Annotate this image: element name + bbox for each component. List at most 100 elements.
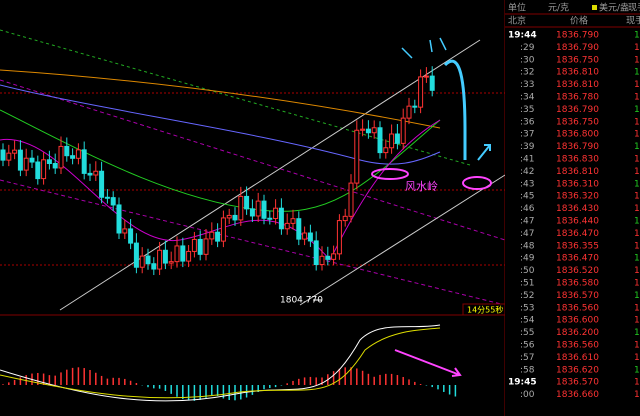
header-cell: 美元/盎 [599,2,629,14]
tick-price: 1836.430 [556,204,599,214]
macd-line [0,324,441,402]
tick-time: :45 [520,192,534,202]
candle-body [145,255,151,265]
tick-time: :57 [520,353,534,363]
candle-body [29,157,35,163]
tick-price: 1836.750 [556,55,599,65]
tick-time: :58 [520,365,535,375]
tick-hands: 1 [634,179,640,189]
candle-body [232,214,238,221]
candle-body [151,263,157,270]
tick-price: 1836.790 [556,43,599,53]
tick-hands: 1 [634,130,640,140]
tick-price: 1836.470 [556,229,599,239]
tick-price: 1836.790 [556,105,599,115]
tick-price: 1836.580 [556,279,599,289]
hand-drawn-arrow [401,37,447,59]
candle-body [52,163,58,169]
candle-body [296,218,302,240]
highlight-ellipse [371,168,409,180]
tick-time: :29 [520,43,535,53]
candle-body [133,242,139,268]
tick-hands: 1 [634,291,640,301]
tick-price: 1836.810 [556,68,599,78]
candle-body [122,228,128,234]
candle-body [17,149,23,171]
tick-hands: 1 [634,80,640,90]
header-cell: 单位 [508,2,526,14]
tick-price: 1836.310 [556,179,599,189]
tick-time: :37 [520,130,534,140]
candle-body [12,149,18,154]
candle-body [331,253,337,260]
candle-body [365,128,371,134]
hand-drawn-arrow [477,144,491,161]
candle-body [203,238,209,255]
candle-body [110,197,116,206]
tick-hands: 1 [634,105,640,115]
candle-body [284,222,290,230]
candle-body [307,232,313,242]
tick-price: 1836.320 [556,192,599,202]
candle-body [139,255,145,268]
tick-time: :30 [520,55,535,65]
candle-body [238,195,244,221]
candle-body [400,117,406,144]
tick-time: :47 [520,217,534,227]
candle-body [174,245,180,263]
candle-body [406,105,412,119]
candle-body [418,76,424,108]
candle-body [58,145,64,169]
tick-hands: 1 [634,192,640,202]
candle-body [191,238,197,252]
tick-hands: 1 [634,68,640,78]
tick-time: :34 [520,93,535,103]
candle-body [325,255,331,260]
tick-price: 1836.200 [556,328,599,338]
tick-time: :47 [520,229,534,239]
tick-time: :53 [520,303,534,313]
tick-hands: 1 [634,390,640,400]
checkbox[interactable] [592,5,597,10]
tick-time: :41 [520,155,534,165]
candle-body [273,207,279,219]
tick-time: :50 [520,266,535,276]
candle-body [423,75,429,78]
tick-time: :54 [520,316,535,326]
tick-time: :55 [520,328,534,338]
candle-body [162,249,168,264]
candle-body [226,214,232,219]
tick-time: :36 [520,117,535,127]
candle-body [429,75,435,91]
tick-hands: 1 [634,229,640,239]
tick-hands: 1 [634,31,640,41]
tick-hands: 1 [634,167,640,177]
candle-body [267,217,273,220]
tick-hands: 1 [634,241,640,251]
tick-hands: 1 [634,155,640,165]
tick-price: 1836.440 [556,217,599,227]
candle-body [244,195,250,210]
channel-line [59,39,481,311]
header-cell: 北京 [508,15,526,27]
candle-body [64,145,70,157]
candle-body [394,133,400,144]
candle-body [81,149,87,174]
tick-price: 1836.355 [556,241,599,251]
tick-price: 1836.570 [556,291,599,301]
candle-body [220,217,226,242]
ma-line [0,69,441,129]
candle-body [46,159,52,165]
candle-body [168,261,174,264]
candle-body [342,215,348,222]
annotation: 风水岭 [405,179,438,193]
tick-price: 1836.600 [556,316,599,326]
ma-line [0,84,441,165]
tick-time: :52 [520,291,534,301]
hand-drawn-arrow [394,349,462,377]
tick-price: 1836.830 [556,155,599,165]
candle-body [209,231,215,240]
candle-body [383,147,389,154]
